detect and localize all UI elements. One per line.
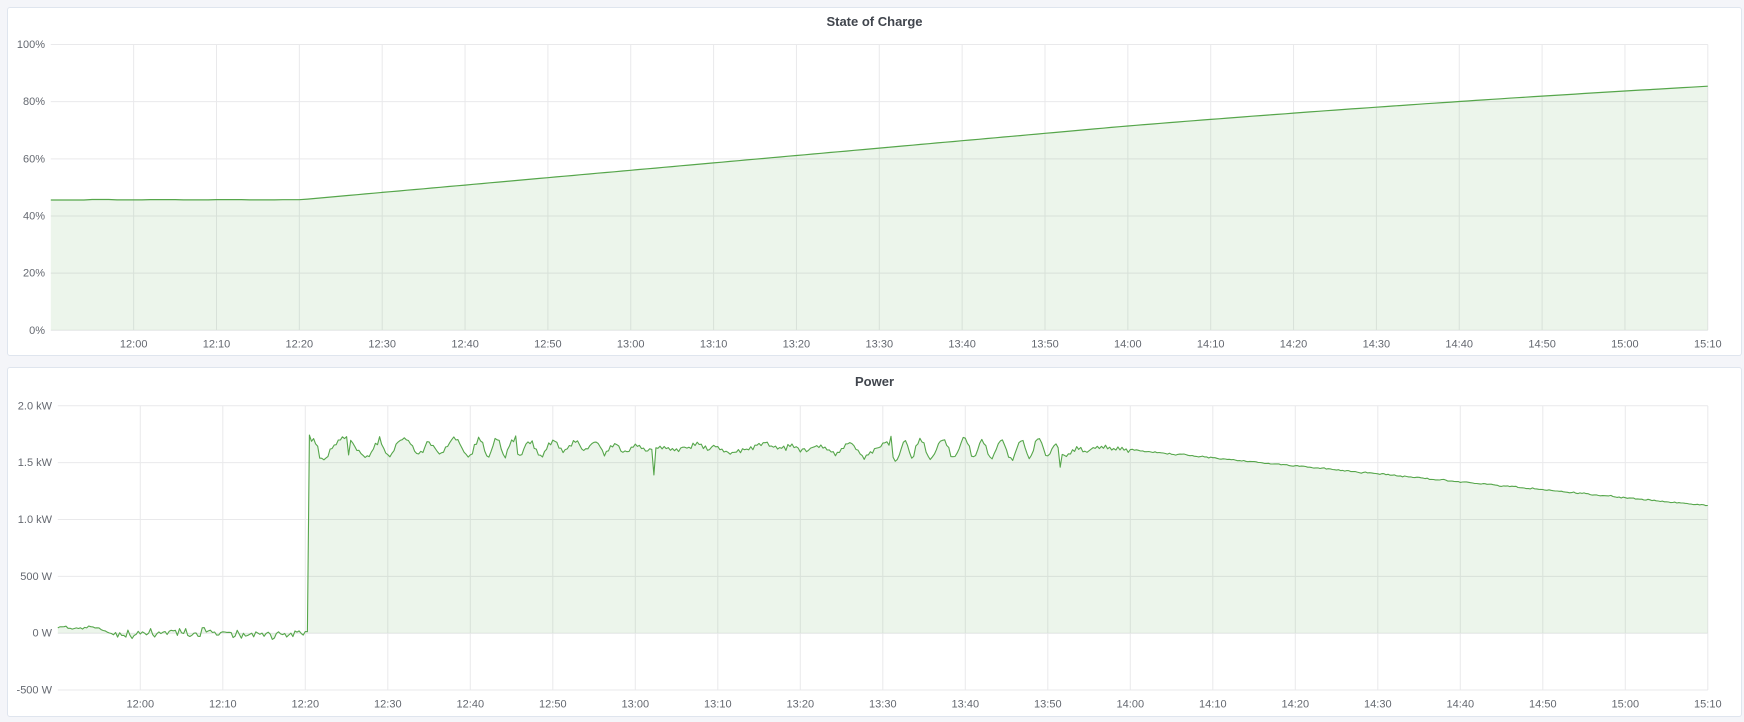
svg-text:14:00: 14:00: [1114, 339, 1142, 351]
svg-text:500 W: 500 W: [20, 571, 52, 583]
svg-text:15:00: 15:00: [1612, 699, 1640, 711]
svg-text:14:20: 14:20: [1280, 339, 1308, 351]
svg-text:14:30: 14:30: [1363, 339, 1391, 351]
svg-text:60%: 60%: [23, 153, 45, 165]
svg-text:2.0 kW: 2.0 kW: [18, 400, 53, 412]
svg-text:80%: 80%: [23, 96, 45, 108]
svg-text:14:30: 14:30: [1364, 699, 1392, 711]
svg-text:12:10: 12:10: [209, 699, 237, 711]
svg-text:13:30: 13:30: [866, 339, 894, 351]
svg-text:12:00: 12:00: [127, 699, 155, 711]
svg-text:15:10: 15:10: [1694, 339, 1722, 351]
svg-text:20%: 20%: [23, 268, 45, 280]
svg-text:13:20: 13:20: [783, 339, 811, 351]
svg-text:12:40: 12:40: [457, 699, 485, 711]
svg-text:0 W: 0 W: [32, 628, 52, 640]
svg-text:13:10: 13:10: [704, 699, 732, 711]
svg-text:14:20: 14:20: [1282, 699, 1310, 711]
svg-text:13:10: 13:10: [700, 339, 728, 351]
svg-text:14:10: 14:10: [1197, 339, 1225, 351]
svg-text:12:00: 12:00: [120, 339, 148, 351]
svg-text:1.5 kW: 1.5 kW: [18, 457, 53, 469]
svg-text:12:30: 12:30: [374, 699, 402, 711]
svg-text:14:40: 14:40: [1447, 699, 1475, 711]
svg-text:-500 W: -500 W: [17, 685, 53, 697]
svg-text:13:40: 13:40: [952, 699, 980, 711]
svg-text:12:20: 12:20: [292, 699, 320, 711]
svg-text:12:40: 12:40: [451, 339, 479, 351]
svg-text:13:40: 13:40: [948, 339, 976, 351]
svg-text:14:40: 14:40: [1445, 339, 1473, 351]
svg-text:40%: 40%: [23, 211, 45, 223]
svg-text:13:20: 13:20: [787, 699, 815, 711]
svg-text:12:50: 12:50: [539, 699, 567, 711]
svg-text:12:10: 12:10: [203, 339, 231, 351]
svg-text:100%: 100%: [17, 39, 45, 51]
svg-text:13:50: 13:50: [1034, 699, 1062, 711]
svg-text:14:50: 14:50: [1529, 699, 1557, 711]
svg-text:13:00: 13:00: [622, 699, 650, 711]
svg-text:0%: 0%: [29, 325, 45, 337]
svg-text:12:50: 12:50: [534, 339, 562, 351]
svg-text:14:10: 14:10: [1199, 699, 1227, 711]
svg-text:14:50: 14:50: [1528, 339, 1556, 351]
svg-text:15:10: 15:10: [1694, 699, 1722, 711]
svg-text:13:50: 13:50: [1031, 339, 1059, 351]
svg-text:1.0 kW: 1.0 kW: [18, 514, 53, 526]
svg-text:13:30: 13:30: [869, 699, 897, 711]
svg-text:15:00: 15:00: [1611, 339, 1639, 351]
svg-text:14:00: 14:00: [1117, 699, 1145, 711]
svg-text:12:20: 12:20: [286, 339, 314, 351]
svg-text:13:00: 13:00: [617, 339, 645, 351]
svg-text:12:30: 12:30: [368, 339, 396, 351]
